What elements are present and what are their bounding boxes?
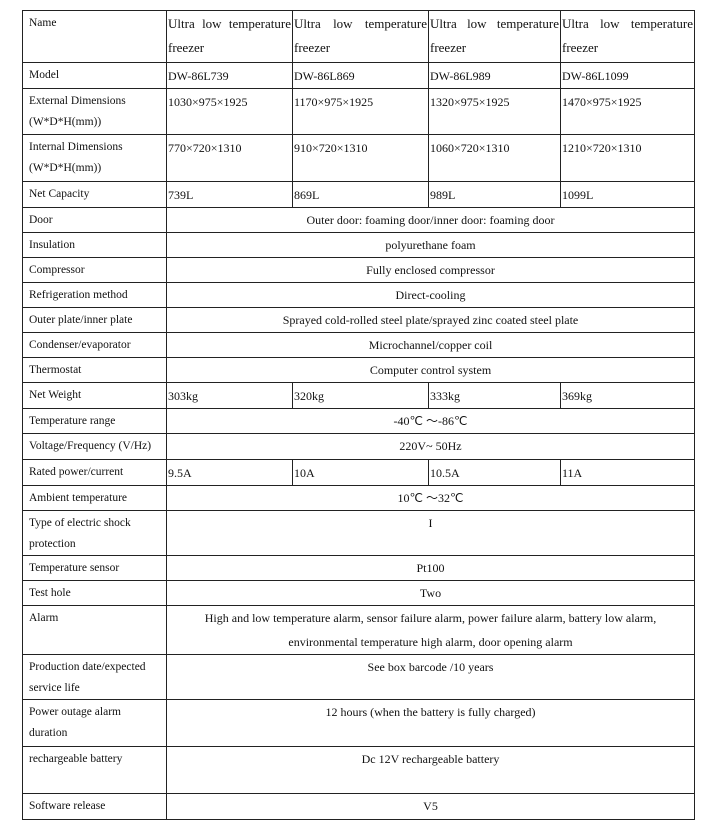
row-label: External Dimensions (W*D*H(mm)) — [22, 88, 167, 135]
table-row: Test hole Two — [22, 580, 695, 606]
shared-value-cell: 10℃ ～32℃ — [166, 485, 695, 511]
model-value-cell: 333kg — [428, 382, 561, 409]
shared-value-cell: Dc 12V rechargeable battery — [166, 746, 695, 794]
table-row: Production date/expected service life See… — [22, 654, 695, 700]
model-value-cell: 989L — [428, 181, 561, 208]
row-label: Alarm — [22, 605, 167, 655]
shared-value-cell: Direct-cooling — [166, 282, 695, 308]
model-value-cell: Ultra low temperature freezer — [560, 10, 695, 63]
shared-value-cell: Fully enclosed compressor — [166, 257, 695, 283]
table-row: Outer plate/inner plate Sprayed cold-roll… — [22, 307, 695, 333]
table-row: Net Weight 303kg 320kg 333kg 369kg — [22, 382, 695, 409]
table-row: Insulation polyurethane foam — [22, 232, 695, 258]
table-row: Rated power/current 9.5A 10A 10.5A 11A — [22, 459, 695, 486]
shared-value-cell: Pt100 — [166, 555, 695, 581]
model-value-cell: 1060×720×1310 — [428, 134, 561, 182]
table-row: Ambient temperature 10℃ ～32℃ — [22, 485, 695, 511]
row-label: Name — [22, 10, 167, 63]
row-label: Condenser/evaporator — [22, 332, 167, 358]
model-value-cell: Ultra low temperature freezer — [428, 10, 561, 63]
table-row: Door Outer door: foaming door/inner door:… — [22, 207, 695, 233]
model-value-cell: 770×720×1310 — [166, 134, 293, 182]
row-label: Ambient temperature — [22, 485, 167, 511]
specification-table: Name Ultra low temperature freezer Ultra l… — [22, 10, 695, 820]
table-row: Temperature sensor Pt100 — [22, 555, 695, 581]
specification-table-body: Name Ultra low temperature freezer Ultra l… — [22, 10, 695, 820]
model-value-cell: 1030×975×1925 — [166, 88, 293, 135]
row-label: Production date/expected service life — [22, 654, 167, 700]
table-row: Temperature range -40℃ ～-86℃ — [22, 408, 695, 434]
shared-value-cell: -40℃ ～-86℃ — [166, 408, 695, 434]
row-label: Outer plate/inner plate — [22, 307, 167, 333]
model-value-cell: 739L — [166, 181, 293, 208]
model-value-cell: 320kg — [292, 382, 429, 409]
shared-value-cell: Computer control system — [166, 357, 695, 383]
shared-value-cell: See box barcode /10 years — [166, 654, 695, 700]
table-row: Condenser/evaporator Microchannel/copper … — [22, 332, 695, 358]
model-value-cell: DW-86L739 — [166, 62, 293, 89]
row-label: Compressor — [22, 257, 167, 283]
model-value-cell: DW-86L869 — [292, 62, 429, 89]
model-value-cell: 1210×720×1310 — [560, 134, 695, 182]
model-value-cell: 1099L — [560, 181, 695, 208]
row-label: Insulation — [22, 232, 167, 258]
row-label: Type of electric shock protection — [22, 510, 167, 556]
model-value-cell: Ultra low temperature freezer — [292, 10, 429, 63]
shared-value-cell: polyurethane foam — [166, 232, 695, 258]
row-label: rechargeable battery — [22, 746, 167, 794]
model-value-cell: 9.5A — [166, 459, 293, 486]
model-value-cell: 1320×975×1925 — [428, 88, 561, 135]
shared-value-cell: I — [166, 510, 695, 556]
model-value-cell: 303kg — [166, 382, 293, 409]
model-value-cell: 11A — [560, 459, 695, 486]
model-value-cell: 1470×975×1925 — [560, 88, 695, 135]
row-label: Refrigeration method — [22, 282, 167, 308]
shared-value-cell: Two — [166, 580, 695, 606]
table-row: rechargeable battery Dc 12V rechargeable … — [22, 746, 695, 794]
row-label: Model — [22, 62, 167, 89]
row-label: Internal Dimensions (W*D*H(mm)) — [22, 134, 167, 182]
table-row: Net Capacity 739L 869L 989L 1099L — [22, 181, 695, 208]
shared-value-cell: Outer door: foaming door/inner door: foa… — [166, 207, 695, 233]
shared-value-cell: Sprayed cold-rolled steel plate/sprayed … — [166, 307, 695, 333]
table-row: Model DW-86L739 DW-86L869 DW-86L989 DW-86L10… — [22, 62, 695, 89]
table-row: Type of electric shock protection I — [22, 510, 695, 556]
table-row: Alarm High and low temperature alarm, sen… — [22, 605, 695, 655]
row-label: Net Capacity — [22, 181, 167, 208]
row-label: Rated power/current — [22, 459, 167, 486]
row-label: Voltage/Frequency (V/Hz) — [22, 433, 167, 460]
row-label: Power outage alarm duration — [22, 699, 167, 747]
table-row: Refrigeration method Direct-cooling — [22, 282, 695, 308]
row-label: Temperature sensor — [22, 555, 167, 581]
table-row: Voltage/Frequency (V/Hz) 220V~ 50Hz — [22, 433, 695, 460]
shared-value-cell: 220V~ 50Hz — [166, 433, 695, 460]
table-row: Power outage alarm duration 12 hours (whe… — [22, 699, 695, 747]
row-label: Test hole — [22, 580, 167, 606]
shared-value-cell: High and low temperature alarm, sensor f… — [166, 605, 695, 655]
shared-value-cell: V5 — [166, 793, 695, 820]
row-label: Temperature range — [22, 408, 167, 434]
row-label: Net Weight — [22, 382, 167, 409]
row-label: Thermostat — [22, 357, 167, 383]
table-row: Name Ultra low temperature freezer Ultra l… — [22, 10, 695, 63]
table-row: Thermostat Computer control system — [22, 357, 695, 383]
model-value-cell: 10.5A — [428, 459, 561, 486]
shared-value-cell: Microchannel/copper coil — [166, 332, 695, 358]
model-value-cell: 910×720×1310 — [292, 134, 429, 182]
model-value-cell: 10A — [292, 459, 429, 486]
table-row: External Dimensions (W*D*H(mm)) 1030×975×… — [22, 88, 695, 135]
table-row: Software release V5 — [22, 793, 695, 820]
row-label: Door — [22, 207, 167, 233]
model-value-cell: 369kg — [560, 382, 695, 409]
model-value-cell: DW-86L989 — [428, 62, 561, 89]
table-row: Internal Dimensions (W*D*H(mm)) 770×720×1… — [22, 134, 695, 182]
shared-value-cell: 12 hours (when the battery is fully char… — [166, 699, 695, 747]
model-value-cell: Ultra low temperature freezer — [166, 10, 293, 63]
model-value-cell: DW-86L1099 — [560, 62, 695, 89]
row-label: Software release — [22, 793, 167, 820]
table-row: Compressor Fully enclosed compressor — [22, 257, 695, 283]
model-value-cell: 1170×975×1925 — [292, 88, 429, 135]
model-value-cell: 869L — [292, 181, 429, 208]
